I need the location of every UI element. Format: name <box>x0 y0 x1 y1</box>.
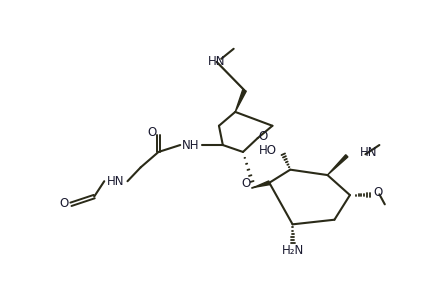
Text: O: O <box>59 197 68 210</box>
Polygon shape <box>327 155 347 175</box>
Text: HN: HN <box>107 175 124 188</box>
Text: HO: HO <box>258 144 276 157</box>
Polygon shape <box>253 181 269 187</box>
Text: HN: HN <box>359 146 377 159</box>
Text: O: O <box>241 177 250 190</box>
Polygon shape <box>235 90 246 112</box>
Text: H₂N: H₂N <box>281 244 303 257</box>
Polygon shape <box>216 62 244 91</box>
Text: O: O <box>258 130 267 143</box>
Text: O: O <box>372 186 381 199</box>
Text: O: O <box>147 126 156 139</box>
Text: HN: HN <box>207 55 225 68</box>
Text: NH: NH <box>182 139 200 152</box>
